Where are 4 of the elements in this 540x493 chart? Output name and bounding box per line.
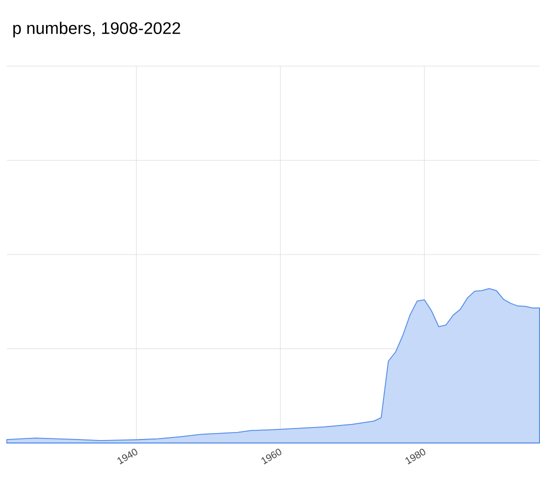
x-tick-label: 1960 [262, 448, 282, 464]
x-tick-label: 1940 [118, 448, 138, 464]
chart-title: p numbers, 1908-2022 [13, 22, 180, 38]
x-tick-label: 1980 [406, 448, 426, 464]
